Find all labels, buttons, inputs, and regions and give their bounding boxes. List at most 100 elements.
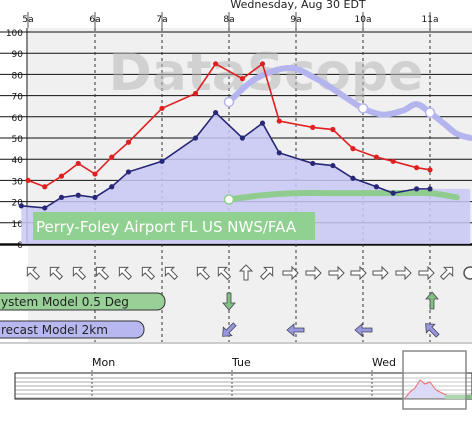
wind-arrow [350,265,367,281]
model-purple-line [226,65,472,141]
model-green-line [226,189,460,203]
hrrr-model-pill [0,320,145,339]
y-tick-label: 80 [12,71,24,81]
wind-arrow [305,265,322,281]
gfs-model-pill [0,292,166,311]
wind-arrow [95,266,110,281]
y-tick-labels: 0 10 20 30 40 50 60 70 80 90 100 [6,29,23,251]
dewpoint-area [21,112,471,244]
y-tick-label: 0 [17,241,23,251]
y-tick-label: 10 [12,220,24,230]
dewpoint-point [259,120,266,126]
hour-tick-label: 10a [355,15,372,25]
temperature-point [390,158,396,164]
y-tick-label: 60 [12,114,24,124]
wind-arrow [196,266,211,281]
dewpoint-point [390,190,396,196]
dewpoint-line [21,111,430,209]
wind-arrow [328,265,345,281]
temperature-point [75,160,81,167]
wind-arrow [282,265,299,281]
model-wind-arrow [222,292,236,311]
temperature-point [330,126,336,133]
hour-tick-labels: 5a 6a 7a 8a 9a 10a 11a [22,15,438,25]
dewpoint-point [109,184,115,190]
temperature-point [373,154,379,160]
overview-viewport-window[interactable] [402,350,467,410]
model-green-point [223,194,235,205]
temperature-point [310,124,316,130]
dewpoint-point [213,109,219,116]
wind-arrow [49,266,64,281]
dewpoint-point [125,169,132,175]
y-tick-label: 20 [12,199,24,209]
dewpoint-point [350,175,356,181]
dewpoint-point [192,135,199,141]
dewpoint-point [42,205,48,211]
model-wind-arrow [425,291,439,310]
temperature-point [109,154,115,160]
model-wind-arrow [354,323,373,337]
dewpoint-point [414,186,420,192]
dewpoint-point [373,184,379,190]
overview-day-label: Mon [92,356,115,369]
hour-tick-label: 6a [89,15,100,25]
model-purple-point [223,96,235,108]
wind-arrow [26,266,41,281]
overview-day-label: Tue [231,356,251,369]
hour-tick-label: 8a [223,15,234,25]
wind-arrow [118,266,133,281]
overview-model-bar [445,395,472,399]
temperature-line [27,62,431,188]
wind-arrow [418,265,435,281]
dewpoint-point [276,150,282,156]
hour-tick-label: 5a [22,15,33,25]
dewpoint-point [159,158,165,164]
dewpoint-point [310,160,316,167]
gfs-model-label: ystem Model 0.5 Deg [1,295,129,309]
temperature-point [125,139,132,145]
temperature-point [427,167,433,173]
model-purple-point [357,103,369,114]
model-wind-arrow [425,323,440,338]
dewpoint-point [427,186,433,192]
overview-day-label: Wed [372,356,396,369]
temperature-point [159,105,165,111]
temperature-point [42,184,48,190]
dewpoint-point [239,135,245,141]
station-label-box [33,212,315,240]
temperature-point [25,177,31,183]
wind-arrow [395,265,412,281]
temperature-point [58,173,65,179]
dewpoint-point [58,194,65,200]
wind-arrow [439,266,454,281]
y-tick-label: 30 [12,177,24,187]
y-tick-label: 90 [12,50,24,60]
temperature-point [350,146,356,152]
model-wind-arrow [222,322,237,337]
series-layer [18,61,472,244]
date-header: Wednesday, Aug 30 EDT [230,0,366,11]
temperature-point [259,61,266,67]
wind-arrow [259,266,274,281]
y-tick-label: 70 [12,93,24,103]
temperature-point [213,61,219,67]
wind-arrow [141,266,156,281]
temperature-point [92,171,98,177]
model-wind-arrow [286,323,305,337]
y-tick-label: 100 [6,29,23,39]
wind-arrow [217,266,232,281]
model-purple-point [424,107,436,118]
station-label: Perry-Foley Airport FL US NWS/FAA [36,218,297,236]
overview-timeline[interactable]: Mon Tue Wed [14,350,472,410]
model-wind-arrows [222,291,440,338]
dewpoint-point [75,192,81,198]
wind-arrow [238,264,254,281]
hour-tick-label: 11a [422,15,439,25]
wind-arrow [372,265,389,281]
wind-arrow [164,266,179,281]
calm-wind-circle [463,266,472,280]
hrrr-model-label: recast Model 2km [1,323,108,337]
y-tick-label: 50 [12,135,24,145]
